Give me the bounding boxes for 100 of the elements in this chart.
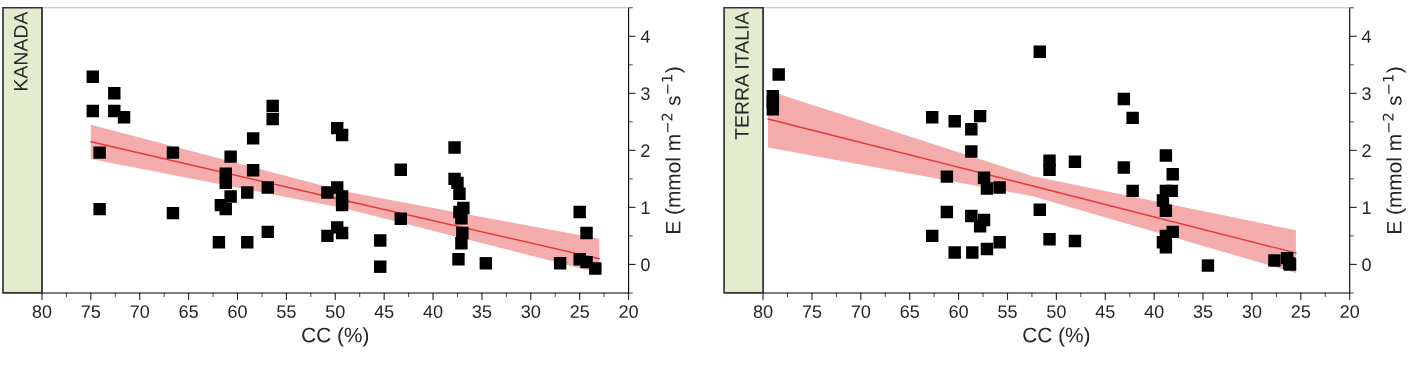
point (965, 123, 978, 136)
x-tick-label: 35 (1193, 305, 1213, 319)
x-tick-label: 70 (130, 305, 150, 319)
point (224, 150, 237, 163)
y-tick-label: 0 (641, 258, 650, 272)
x-tick-label: 75 (81, 305, 101, 319)
point (1159, 149, 1173, 162)
point (1126, 184, 1139, 198)
point (1117, 92, 1131, 106)
point (224, 190, 237, 203)
point (1033, 203, 1046, 216)
point (1033, 45, 1046, 58)
y-tick-label: 3 (1362, 87, 1371, 101)
point (335, 198, 349, 212)
x-tick-label: 60 (228, 305, 247, 319)
point (580, 226, 593, 240)
point (1043, 163, 1056, 176)
text: KANADA (14, 11, 28, 91)
point (117, 111, 131, 124)
x-tick-label: 20 (1340, 305, 1360, 319)
y-tick-label: 1 (1362, 201, 1371, 214)
point (374, 260, 387, 273)
point (321, 229, 334, 243)
x-axis-title: CC (%) (1023, 327, 1090, 347)
x-tick-label: 80 (32, 305, 52, 319)
point (166, 146, 180, 159)
point (108, 87, 121, 100)
point (93, 202, 106, 216)
point (589, 262, 602, 275)
x-tick-label: 80 (753, 305, 773, 319)
point (261, 225, 275, 239)
point (772, 68, 785, 81)
point (266, 99, 279, 113)
point (479, 257, 493, 270)
point (448, 141, 461, 154)
x-tick-label: 55 (277, 305, 296, 319)
point (241, 186, 254, 199)
x-tick-label: 35 (472, 305, 492, 319)
y-tick-label: 0 (1362, 258, 1371, 272)
y-tick-label: 3 (641, 87, 650, 101)
x-tick-label: 45 (1095, 305, 1115, 319)
point (1159, 241, 1173, 254)
point (219, 167, 232, 180)
point (965, 145, 978, 158)
point (940, 170, 954, 183)
point (1068, 234, 1082, 248)
x-tick-label: 50 (325, 305, 345, 319)
y-tick-label: 2 (1362, 144, 1371, 157)
point (965, 209, 978, 223)
point (940, 205, 954, 219)
point (335, 226, 349, 240)
x-tick-label: 75 (802, 305, 822, 319)
x-tick-label: 60 (949, 305, 968, 319)
point (1268, 254, 1281, 267)
point (266, 112, 279, 126)
point (246, 164, 260, 177)
point (1068, 155, 1082, 168)
point (93, 146, 106, 159)
point (1117, 161, 1131, 174)
point (456, 226, 469, 240)
point (1166, 168, 1179, 181)
x-tick-label: 65 (179, 305, 198, 319)
x-tick-label: 70 (851, 305, 871, 319)
x-tick-label: 20 (619, 305, 638, 319)
x-tick-label: 65 (900, 305, 919, 319)
point (993, 235, 1006, 249)
point (973, 220, 987, 233)
y-axis-title: E (mmol m$^{−2}$ s$^{−1}$) (661, 67, 685, 233)
x-tick-label: 25 (570, 305, 589, 319)
point (553, 257, 567, 270)
point (1201, 259, 1215, 272)
point (948, 246, 961, 259)
x-tick-label: 30 (1242, 305, 1262, 319)
y-tick-label: 4 (1361, 30, 1372, 43)
point (394, 163, 407, 176)
point (980, 242, 994, 256)
y-tick-label: 4 (640, 30, 650, 43)
point (241, 235, 254, 249)
x-tick-label: 40 (1144, 305, 1164, 319)
point (394, 212, 407, 225)
point (980, 182, 994, 195)
x-tick-label: 40 (423, 305, 443, 319)
point (374, 234, 387, 247)
point (212, 235, 226, 249)
x-tick-label: 25 (1291, 305, 1311, 319)
point (86, 70, 99, 83)
point (166, 206, 180, 220)
point (925, 229, 939, 243)
point (261, 181, 275, 194)
point (219, 202, 232, 216)
point (993, 181, 1006, 194)
point (925, 111, 939, 124)
x-tick-label: 50 (1047, 305, 1066, 319)
point (246, 132, 260, 145)
x-tick-label: 30 (521, 305, 541, 319)
point (966, 246, 979, 259)
point (1159, 204, 1173, 218)
y-tick-label: 1 (641, 201, 650, 214)
point (1043, 233, 1056, 246)
point (1126, 111, 1139, 125)
